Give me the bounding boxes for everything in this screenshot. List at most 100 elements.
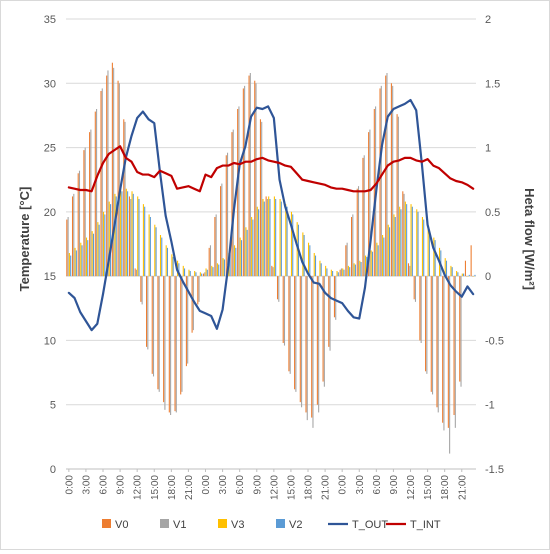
x-tick-label: 9:00 bbox=[252, 475, 263, 495]
bar-v2 bbox=[411, 206, 413, 277]
bar-v0 bbox=[396, 114, 398, 277]
bar-v2 bbox=[235, 247, 237, 277]
bar-v1 bbox=[335, 276, 337, 320]
bar-v1 bbox=[244, 85, 246, 277]
y-right-tick-label: 1.5 bbox=[485, 78, 500, 90]
bar-v1 bbox=[454, 276, 456, 428]
bar-v2 bbox=[394, 217, 396, 277]
bar-v3 bbox=[313, 253, 315, 277]
bar-v3 bbox=[308, 242, 310, 277]
bar-v2 bbox=[423, 219, 425, 277]
bar-v3 bbox=[399, 206, 401, 277]
x-tick-label: 18:00 bbox=[304, 475, 315, 500]
y-right-tick-label: 0.5 bbox=[485, 207, 500, 219]
bar-v3 bbox=[108, 201, 110, 277]
bar-v3 bbox=[114, 193, 116, 277]
bar-v0 bbox=[163, 276, 165, 403]
y-right-tick-label: -1.5 bbox=[485, 464, 504, 476]
bar-v2 bbox=[383, 237, 385, 277]
bar-v0 bbox=[368, 132, 370, 277]
bar-v3 bbox=[251, 217, 253, 277]
bar-v0 bbox=[254, 80, 256, 277]
bar-v1 bbox=[266, 199, 268, 277]
line-t-int bbox=[67, 145, 475, 193]
bar-v3 bbox=[342, 268, 344, 277]
bar-v1 bbox=[432, 276, 434, 395]
bar-v1 bbox=[329, 276, 331, 351]
bar-v1 bbox=[181, 276, 183, 392]
bar-v1 bbox=[118, 83, 120, 277]
bar-v1 bbox=[215, 214, 217, 277]
legend-swatch bbox=[160, 519, 169, 528]
bar-v0 bbox=[425, 276, 427, 372]
bar-series bbox=[66, 62, 476, 454]
bar-v3 bbox=[85, 237, 88, 277]
bar-v1 bbox=[443, 276, 445, 431]
bar-v3 bbox=[467, 276, 469, 277]
bar-v1 bbox=[238, 106, 240, 277]
bar-v1 bbox=[363, 155, 365, 277]
bar-v0 bbox=[339, 269, 341, 277]
bar-v0 bbox=[311, 276, 313, 418]
bar-v3 bbox=[370, 250, 372, 277]
bar-v0 bbox=[134, 268, 136, 277]
bar-v1 bbox=[414, 276, 417, 302]
x-tick-label: 15:00 bbox=[286, 475, 297, 500]
bar-v2 bbox=[104, 214, 106, 277]
bar-v2 bbox=[155, 227, 157, 277]
bar-v0 bbox=[390, 83, 392, 277]
legend-label: V0 bbox=[115, 519, 128, 531]
bar-v2 bbox=[115, 196, 117, 277]
bar-v0 bbox=[225, 155, 227, 277]
bar-v2 bbox=[132, 193, 134, 277]
bar-v1 bbox=[426, 276, 428, 374]
bar-v3 bbox=[188, 269, 190, 277]
bar-v3 bbox=[330, 269, 332, 277]
bar-v3 bbox=[285, 204, 287, 277]
bar-v0 bbox=[294, 276, 296, 390]
axes: 0 5 10 15 20 25 30 35 -1.5 -1 -0.5 0 0.5 1 1.5 2 0:00 3:0… bbox=[44, 14, 504, 500]
x-tick-label: 9:00 bbox=[116, 475, 127, 495]
bar-v1 bbox=[84, 147, 86, 277]
x-tick-label: 21:00 bbox=[321, 475, 332, 500]
legend-item-t-int: T_INT bbox=[386, 519, 441, 531]
x-tick-label: 3:00 bbox=[218, 475, 229, 495]
bar-v1 bbox=[152, 276, 155, 377]
bar-v0 bbox=[333, 276, 335, 318]
bar-v0 bbox=[123, 119, 125, 277]
bar-v2 bbox=[195, 272, 197, 277]
bar-v1 bbox=[306, 276, 308, 421]
x-tick-label: 3:00 bbox=[355, 475, 366, 495]
bar-v3 bbox=[382, 235, 384, 277]
bar-v2 bbox=[434, 240, 436, 277]
bar-v3 bbox=[444, 258, 446, 277]
bar-v2 bbox=[240, 240, 243, 277]
bar-v3 bbox=[165, 245, 167, 277]
bar-v1 bbox=[346, 242, 348, 277]
bar-v3 bbox=[142, 204, 144, 277]
bar-v2 bbox=[457, 272, 459, 277]
bar-v3 bbox=[245, 227, 247, 277]
bar-v2 bbox=[371, 251, 374, 277]
bar-v3 bbox=[279, 199, 281, 277]
bar-v0 bbox=[413, 276, 415, 300]
bar-v0 bbox=[373, 109, 375, 277]
bar-v2 bbox=[206, 269, 208, 277]
bar-v2 bbox=[149, 217, 151, 277]
legend-label: T_INT bbox=[410, 519, 441, 531]
bar-v0 bbox=[299, 276, 301, 403]
bar-v3 bbox=[137, 196, 139, 277]
bar-v1 bbox=[295, 276, 297, 392]
bar-v3 bbox=[353, 263, 355, 277]
bar-v0 bbox=[276, 276, 279, 300]
bar-v0 bbox=[259, 119, 261, 277]
bar-v2 bbox=[263, 201, 265, 277]
bar-v0 bbox=[379, 88, 381, 277]
bar-v2 bbox=[314, 255, 317, 277]
bar-v3 bbox=[91, 231, 93, 277]
bar-v0 bbox=[89, 132, 91, 277]
bar-v3 bbox=[302, 232, 304, 277]
y-right-tick-label: 0 bbox=[485, 271, 491, 283]
bar-v3 bbox=[125, 188, 127, 277]
legend-swatch bbox=[218, 519, 227, 528]
